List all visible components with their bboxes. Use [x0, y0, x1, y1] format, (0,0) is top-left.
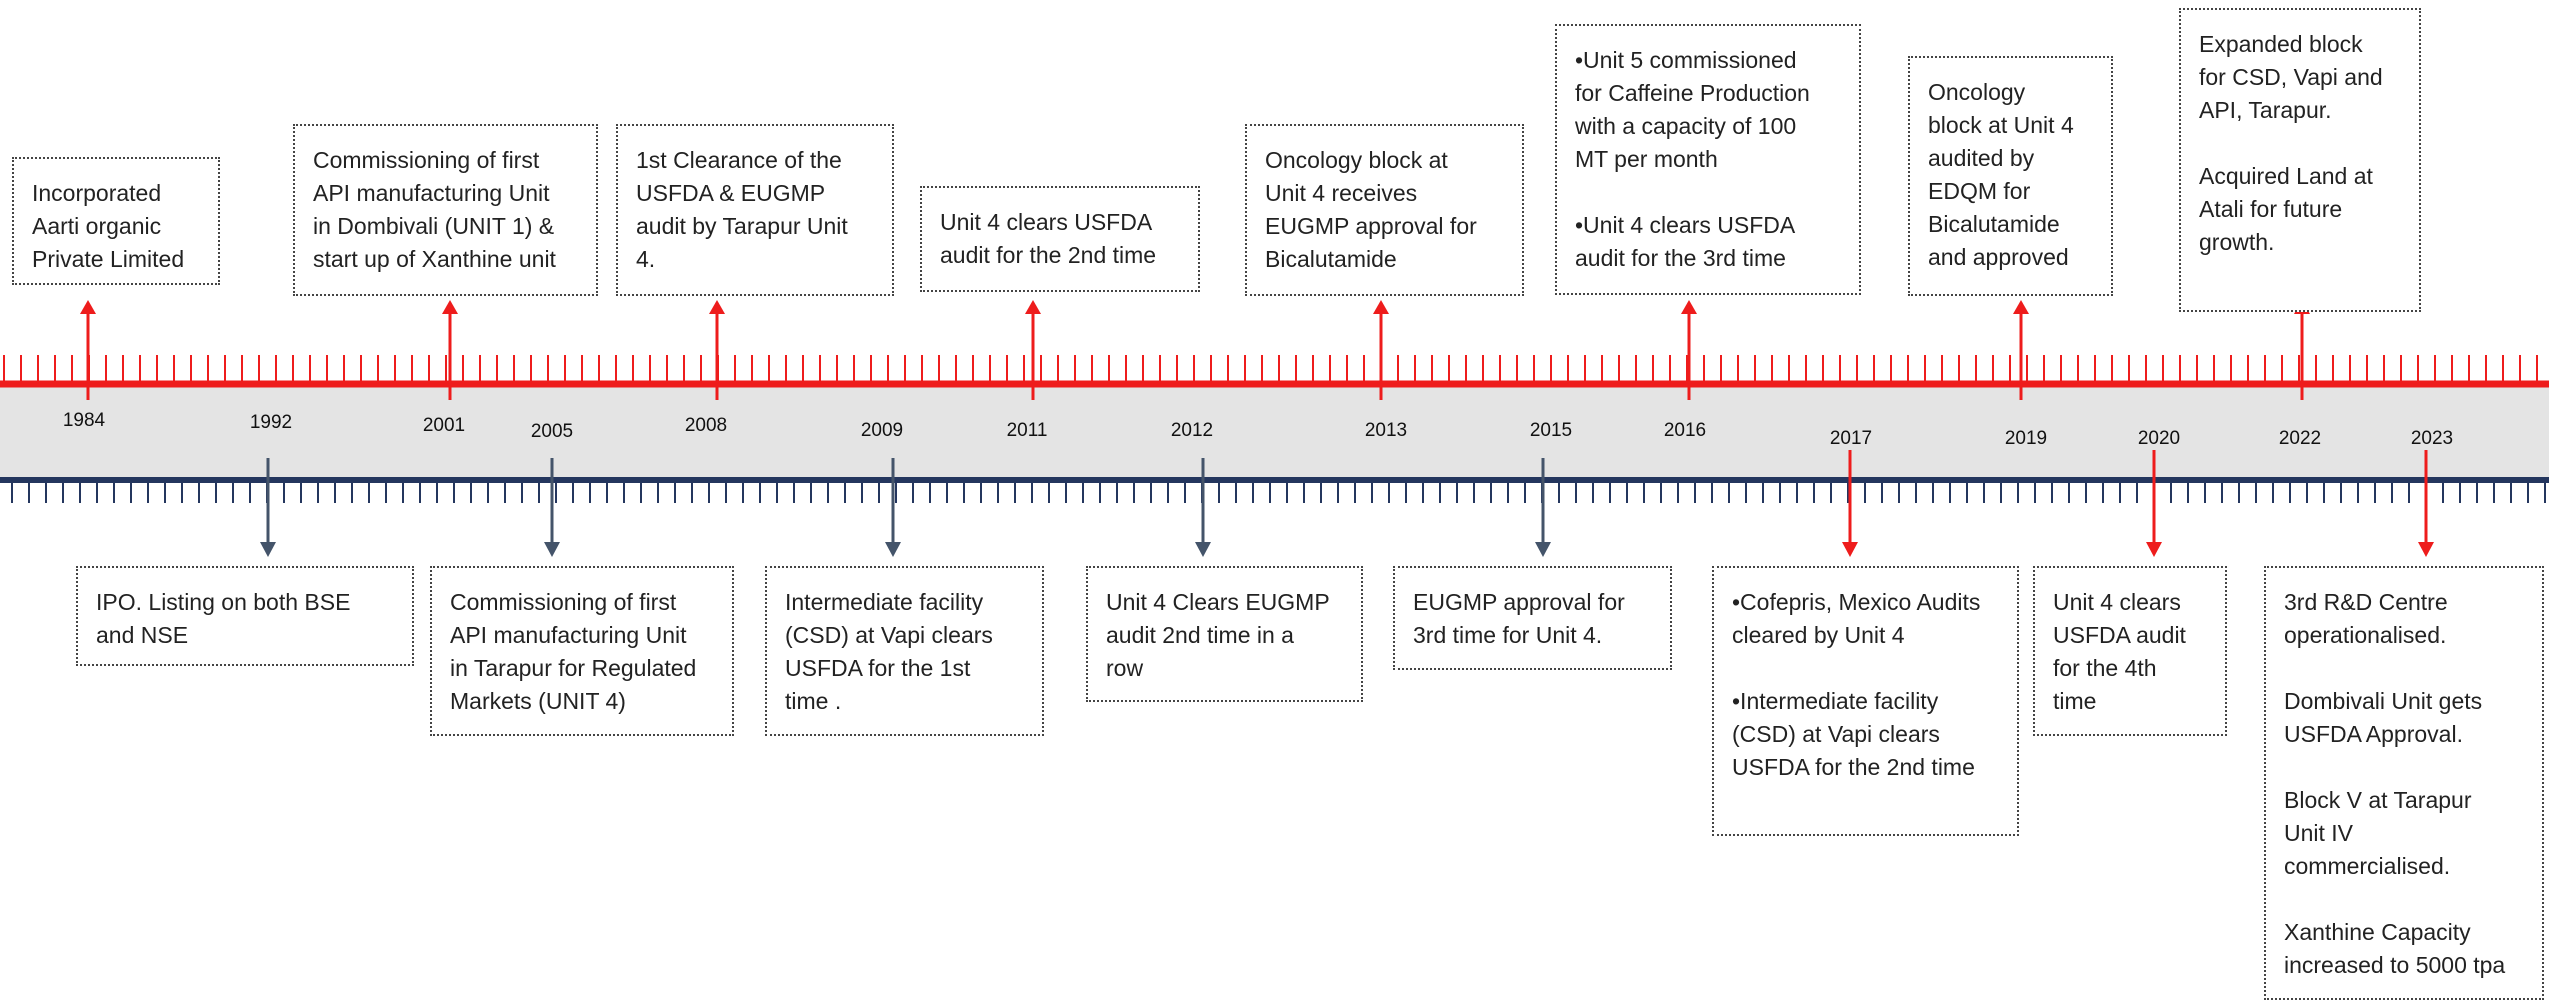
bottom-event-box-2012: Unit 4 Clears EUGMP audit 2nd time in a … — [1086, 566, 1363, 702]
top-ticks — [3, 355, 2538, 381]
up-arrow-4-head — [1373, 300, 1389, 314]
year-label-2015: 2015 — [1529, 420, 1573, 441]
milestone-arrows — [80, 300, 2434, 557]
up-arrow-2-head — [709, 300, 725, 314]
top-event-box-2001: Commissioning of first API manufacturing… — [293, 124, 598, 296]
down-arrow-1-head — [544, 542, 560, 557]
timeline-band — [0, 384, 2549, 478]
down-arrow-4-head — [1535, 542, 1551, 557]
year-label-2017: 2017 — [1829, 428, 1873, 449]
top-event-box-2016: •Unit 5 commissioned for Caffeine Produc… — [1555, 24, 1861, 295]
year-label-2020: 2020 — [2137, 428, 2181, 449]
down-arrow-7-head — [2418, 542, 2434, 557]
year-label-2001: 2001 — [422, 415, 466, 436]
bottom-event-box-2005: Commissioning of first API manufacturing… — [430, 566, 734, 736]
top-event-box-2013: Oncology block at Unit 4 receives EUGMP … — [1245, 124, 1524, 296]
year-label-1992: 1992 — [249, 412, 293, 433]
down-arrow-0-head — [260, 542, 276, 557]
down-arrow-5-head — [1842, 542, 1858, 557]
top-event-box-2008: 1st Clearance of the USFDA & EUGMP audit… — [616, 124, 894, 296]
bottom-event-box-2017: •Cofepris, Mexico Audits cleared by Unit… — [1712, 566, 2019, 836]
year-label-2023: 2023 — [2410, 428, 2454, 449]
top-event-box-2022: Expanded block for CSD, Vapi and API, Ta… — [2179, 8, 2421, 312]
top-event-box-1984: Incorporated Aarti organic Private Limit… — [12, 157, 220, 285]
bottom-event-box-2015: EUGMP approval for 3rd time for Unit 4. — [1393, 566, 1672, 670]
bottom-ticks — [11, 483, 2546, 503]
year-label-2011: 2011 — [1006, 420, 1048, 441]
year-label-2022: 2022 — [2278, 428, 2322, 449]
bottom-event-box-1992: IPO. Listing on both BSE and NSE — [76, 566, 414, 666]
up-arrow-6-head — [2013, 300, 2029, 314]
bottom-event-box-2009: Intermediate facility (CSD) at Vapi clea… — [765, 566, 1044, 736]
down-arrow-3-head — [1195, 542, 1211, 557]
year-label-2013: 2013 — [1364, 420, 1408, 441]
up-arrow-1-head — [442, 300, 458, 314]
bottom-event-box-2023: 3rd R&D Centre operationalised. Dombival… — [2264, 566, 2544, 1000]
year-label-1984: 1984 — [62, 410, 106, 431]
down-arrow-6-head — [2146, 542, 2162, 557]
year-label-2012: 2012 — [1170, 420, 1214, 441]
year-label-2019: 2019 — [2004, 428, 2048, 449]
top-event-box-2011: Unit 4 clears USFDA audit for the 2nd ti… — [920, 186, 1200, 292]
up-arrow-3-head — [1025, 300, 1041, 314]
year-label-2016: 2016 — [1663, 420, 1707, 441]
top-event-box-2019: Oncology block at Unit 4 audited by EDQM… — [1908, 56, 2113, 296]
year-label-2009: 2009 — [860, 420, 904, 441]
year-label-2008: 2008 — [684, 415, 728, 436]
down-arrow-2-head — [885, 542, 901, 557]
up-arrow-0-head — [80, 300, 96, 314]
up-arrow-5-head — [1681, 300, 1697, 314]
year-label-2005: 2005 — [530, 421, 574, 442]
bottom-event-box-2020: Unit 4 clears USFDA audit for the 4th ti… — [2033, 566, 2227, 736]
